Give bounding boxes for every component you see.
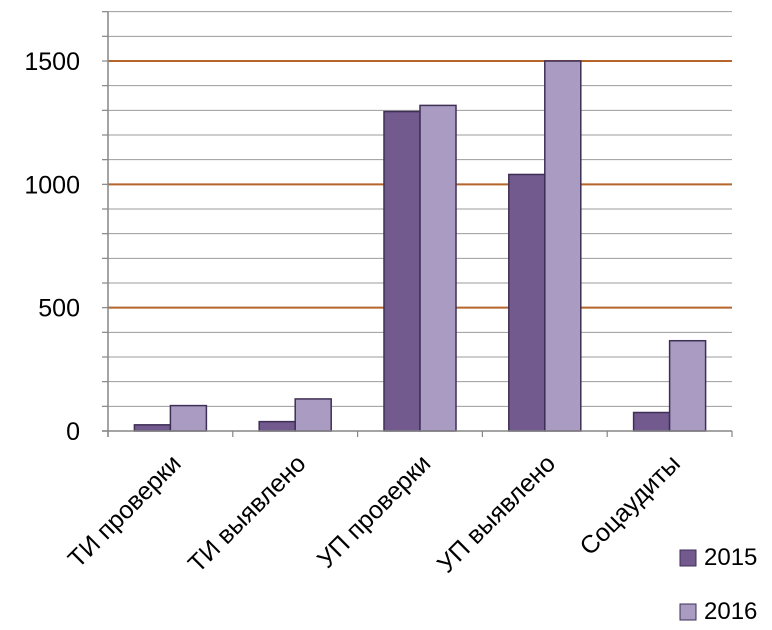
bar-2015 bbox=[133, 424, 172, 432]
bar-2015 bbox=[383, 110, 421, 432]
legend-swatch-2015 bbox=[679, 549, 697, 567]
category-label: УП проверки bbox=[312, 449, 436, 573]
axes bbox=[102, 11, 733, 437]
category-label: УП выявлено bbox=[432, 449, 561, 578]
bar-2015 bbox=[508, 173, 546, 432]
legend-label: 2015 bbox=[704, 544, 757, 571]
legend-swatch-2016 bbox=[679, 603, 697, 621]
category-label: ТИ проверки bbox=[63, 449, 187, 573]
bar-2016 bbox=[169, 404, 208, 432]
bar-2016 bbox=[419, 104, 457, 432]
y-tick-label: 500 bbox=[38, 295, 80, 323]
y-tick-label: 1000 bbox=[24, 171, 80, 199]
bar-2015 bbox=[258, 420, 296, 432]
category-label: Соцаудиты bbox=[574, 449, 685, 560]
legend: 2015 2016 bbox=[679, 544, 757, 625]
category-label: ТИ выявлено bbox=[183, 449, 312, 578]
y-tick-label: 1500 bbox=[24, 48, 80, 76]
legend-label: 2016 bbox=[704, 598, 757, 625]
bar-2016 bbox=[294, 398, 332, 432]
bars bbox=[133, 60, 707, 432]
bar-2016 bbox=[668, 339, 707, 432]
y-tick-label: 0 bbox=[66, 418, 80, 446]
bar-2015 bbox=[632, 411, 671, 432]
y-tick-labels: 0 500 1000 1500 bbox=[24, 48, 80, 446]
bar-2016 bbox=[544, 60, 582, 432]
